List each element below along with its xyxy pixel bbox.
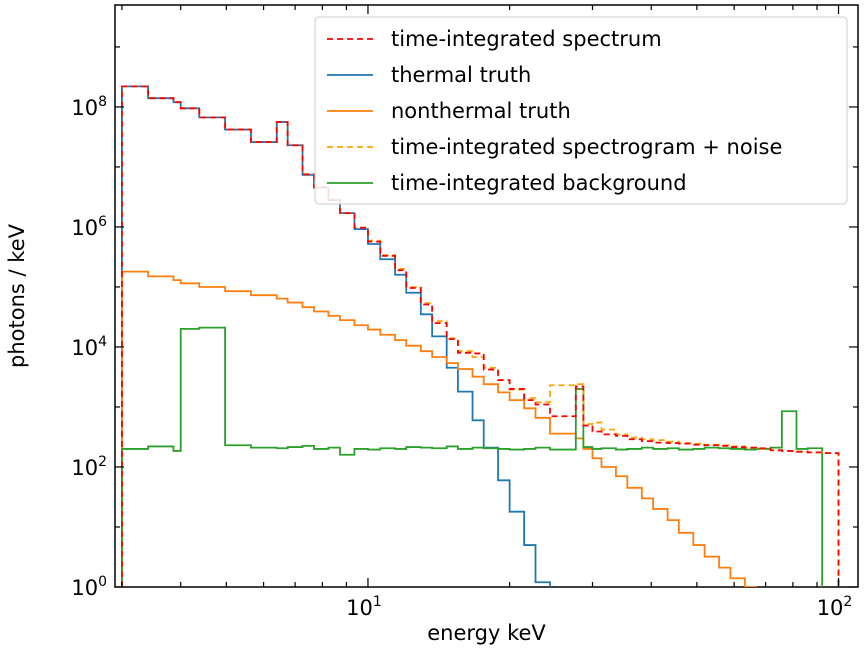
y-axis-label: photons / keV [5,223,29,368]
legend-label: time-integrated spectrogram + noise [391,135,782,159]
legend-item: thermal truth [327,63,531,87]
series-line-thermal-truth [121,85,551,587]
legend-label: nonthermal truth [391,99,571,123]
legend-label: time-integrated spectrum [391,27,662,51]
series-line-nonthermal-truth [121,270,757,587]
plot-frame [114,4,859,588]
legend-label: time-integrated background [391,171,687,195]
x-tick-label: 102 [817,594,853,620]
x-axis-ticks: 101 102 [121,5,853,620]
legend-item: nonthermal truth [327,99,571,123]
legend-box [314,16,848,205]
series-layer [121,85,840,587]
series-line-time-integrated-spectrum [121,85,840,587]
y-tick-label: 106 [71,214,107,240]
legend-label: thermal truth [391,63,531,87]
legend-item: time-integrated spectrum [327,27,662,51]
y-tick-label: 100 [71,574,107,600]
legend-item: time-integrated background [327,171,687,195]
x-tick-label: 101 [346,594,382,620]
x-axis-label: energy keV [427,621,546,645]
y-tick-label: 102 [71,454,107,480]
y-axis-ticks: 100 102 104 106 108 [71,46,858,600]
y-tick-label: 108 [71,94,107,120]
plot-area [114,4,859,588]
legend: time-integrated spectrum thermal truth non… [314,16,848,205]
y-tick-label: 104 [71,334,107,360]
legend-item: time-integrated spectrogram + noise [327,135,782,159]
series-line-time-integrated-background [121,326,824,587]
